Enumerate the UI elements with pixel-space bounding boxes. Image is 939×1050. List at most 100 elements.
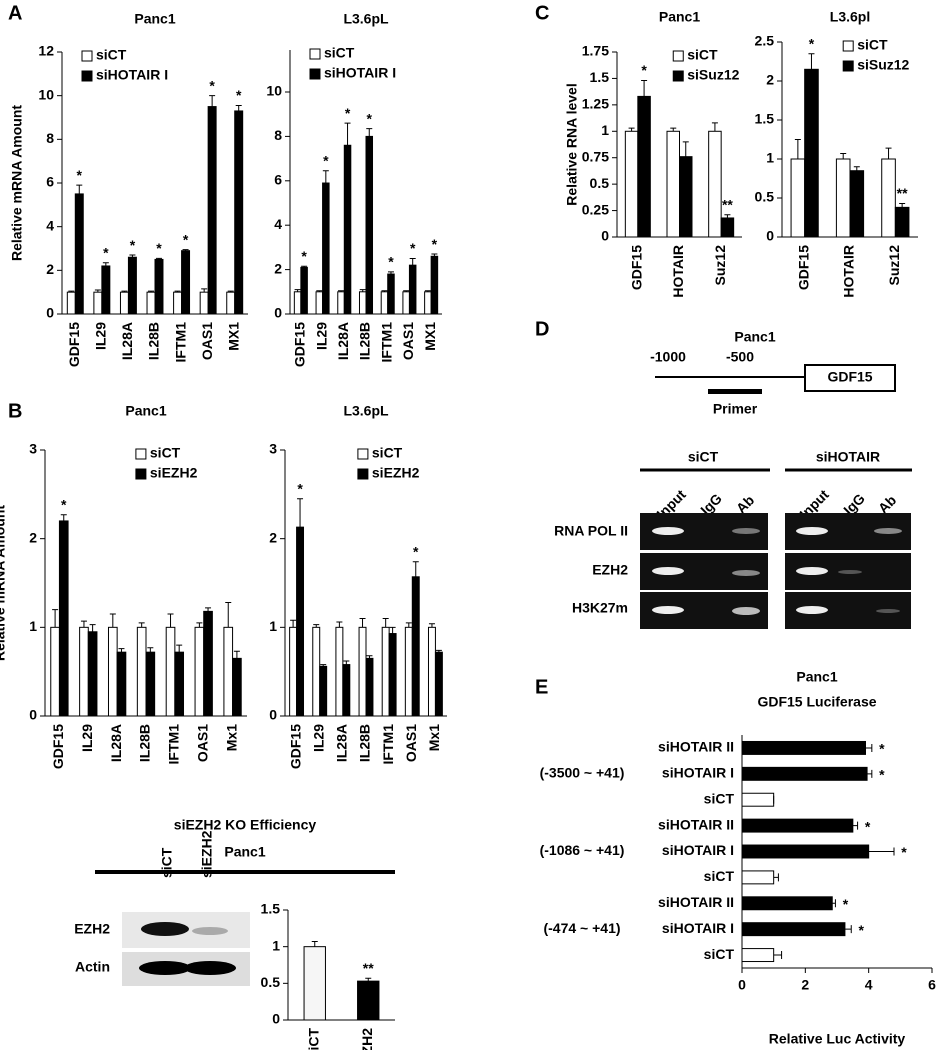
- significance: *: [209, 77, 215, 93]
- bar: [402, 291, 410, 315]
- bar: [741, 818, 854, 833]
- y-tick-label: siCT: [704, 946, 735, 962]
- error-bar: [832, 899, 836, 908]
- significance: *: [859, 922, 865, 938]
- significance: *: [236, 87, 242, 103]
- error-bar: [853, 166, 860, 171]
- y-tick-label: siCT: [704, 790, 735, 806]
- error-bar: [322, 170, 329, 184]
- x-tick-label: 6: [928, 977, 936, 993]
- x-tick-label: HOTAIR: [841, 245, 857, 298]
- bar: [101, 265, 111, 315]
- blot: [122, 912, 250, 986]
- error-bar: [387, 271, 394, 275]
- y-tick-label: 0: [46, 305, 54, 321]
- x-tick-label: GDF15: [66, 322, 82, 367]
- error-bar: [174, 290, 181, 293]
- bar: [741, 948, 775, 963]
- bar: [380, 291, 389, 315]
- legend-swatch: [81, 50, 93, 62]
- bar: [289, 626, 298, 717]
- error-bar: [138, 622, 145, 628]
- legend-label: siCT: [150, 445, 181, 461]
- row-label: Actin: [75, 959, 110, 975]
- significance: *: [103, 244, 109, 260]
- legend-swatch: [842, 60, 854, 72]
- error-bar: [359, 617, 366, 628]
- legend-swatch: [81, 70, 93, 82]
- bar: [58, 520, 69, 717]
- bar: [223, 626, 234, 717]
- bar: [303, 946, 326, 1021]
- chart-title: Panc1: [796, 669, 837, 685]
- y-tick-label: 6: [274, 172, 282, 188]
- bar: [381, 626, 390, 717]
- chart-title: L3.6pL: [343, 11, 389, 27]
- bar: [408, 264, 417, 315]
- chart-subtitle: Panc1: [224, 844, 265, 860]
- error-bar: [381, 290, 388, 292]
- error-bar: [343, 660, 350, 665]
- y-tick-label: siHOTAIR I: [662, 842, 734, 858]
- error-bar: [233, 650, 240, 659]
- group-label: (-3500 ~ +41): [540, 765, 625, 781]
- x-tick-label: IL28B: [357, 724, 373, 762]
- bar: [358, 626, 367, 717]
- y-tick-label: 0.5: [755, 189, 775, 205]
- error-bar: [885, 147, 892, 159]
- x-tick-label: Suz12: [712, 245, 728, 286]
- x-tick-label: IL29: [93, 322, 109, 350]
- x-tick-label: Mx1: [426, 724, 442, 751]
- significance: *: [301, 248, 307, 264]
- significance: *: [413, 543, 419, 559]
- y-tick-label: 0: [601, 228, 609, 244]
- y-tick-label: 0: [766, 228, 774, 244]
- bar: [741, 922, 846, 937]
- significance: *: [367, 110, 373, 126]
- y-tick-label: siHOTAIR I: [662, 765, 734, 781]
- y-tick-label: 0: [274, 305, 282, 321]
- significance: *: [843, 896, 849, 912]
- y-tick-label: 1.5: [261, 901, 281, 917]
- error-bar: [773, 951, 783, 960]
- y-tick-label: 0.5: [590, 175, 610, 191]
- y-tick-label: 1: [272, 937, 280, 953]
- x-tick-label: IL29: [313, 322, 329, 350]
- panel-label: C: [535, 2, 549, 24]
- y-tick-label: 10: [38, 86, 54, 102]
- bar: [881, 158, 896, 238]
- bar: [194, 626, 205, 717]
- x-tick-label: IL28B: [137, 724, 153, 762]
- x-tick-label: GDF15: [292, 322, 308, 367]
- error-bar: [76, 184, 83, 194]
- legend-label: siCT: [324, 45, 355, 61]
- y-tick-label: 6: [46, 174, 54, 190]
- error-bar: [359, 289, 366, 292]
- bar: [119, 291, 129, 315]
- bar: [849, 170, 865, 238]
- legend-label: siEZH2: [372, 465, 420, 481]
- bar: [365, 135, 374, 315]
- x-tick-label: Suz12: [886, 245, 902, 286]
- error-bar: [412, 561, 419, 577]
- x-tick-label: IL28A: [108, 724, 124, 762]
- bar: [79, 626, 89, 717]
- y-tick-label: 1: [601, 122, 609, 138]
- bar: [430, 255, 439, 315]
- bar: [93, 291, 103, 315]
- y-tick-label: 2: [274, 260, 282, 276]
- y-tick-label: 10: [266, 83, 282, 99]
- y-tick-label: 4: [46, 217, 54, 233]
- panel-label: E: [535, 676, 548, 698]
- significance: *: [879, 767, 885, 783]
- primer-label: Primer: [713, 401, 758, 417]
- significance: *: [61, 496, 67, 512]
- bar: [708, 130, 722, 238]
- significance: *: [130, 237, 136, 253]
- y-tick-label: 0.25: [582, 201, 609, 217]
- bar: [337, 291, 345, 315]
- bar: [315, 291, 324, 315]
- y-tick-label: 1.5: [590, 69, 610, 85]
- error-bar: [899, 202, 906, 208]
- y-tick-label: 1.75: [582, 43, 609, 59]
